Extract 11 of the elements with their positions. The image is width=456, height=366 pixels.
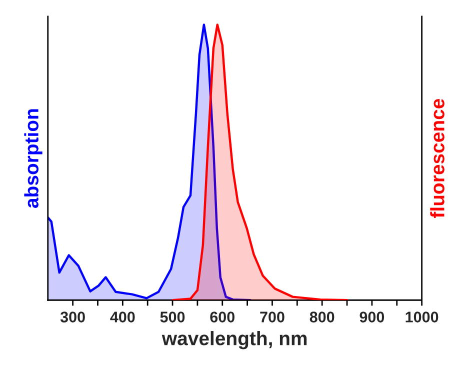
y2-axis-title: fluorescence [430,98,444,218]
x-tick-label: 500 [160,312,185,322]
x-tick-label: 1000 [406,312,438,322]
x-tick-label: 400 [110,312,135,322]
y-axis-title: absorption [24,109,42,208]
x-tick-label: 800 [310,312,334,322]
x-axis-title: wavelength, nm [162,331,307,350]
x-tick-label: 900 [360,312,384,322]
x-tick-label: 600 [210,312,234,322]
x-tick-label: 300 [60,312,85,322]
x-tick-label: 700 [260,312,284,322]
